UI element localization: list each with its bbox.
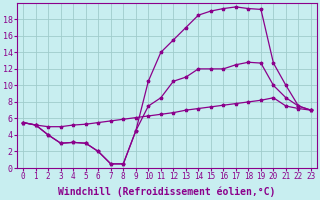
- X-axis label: Windchill (Refroidissement éolien,°C): Windchill (Refroidissement éolien,°C): [58, 187, 276, 197]
